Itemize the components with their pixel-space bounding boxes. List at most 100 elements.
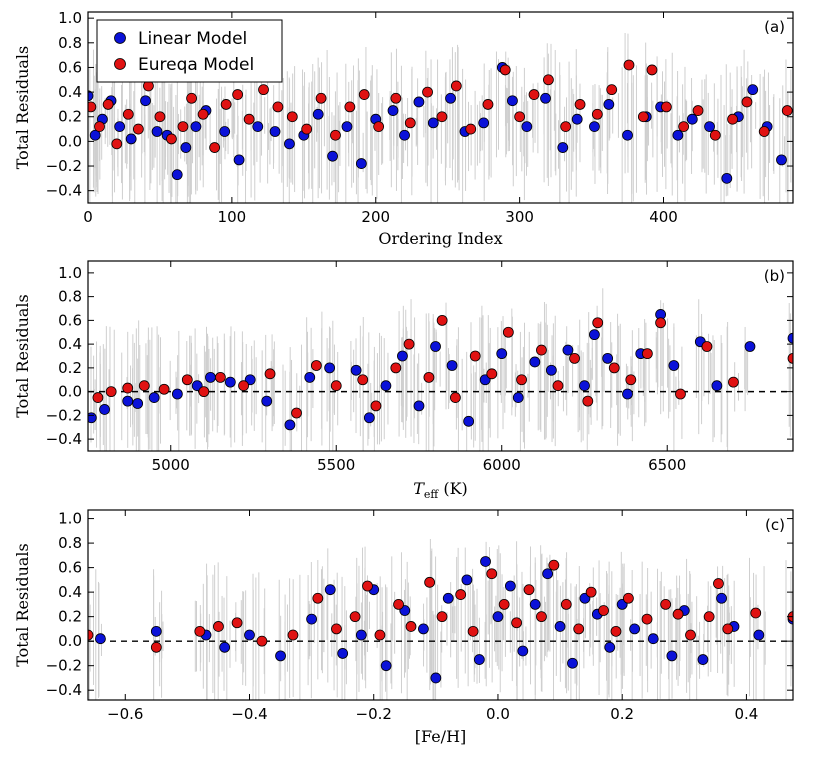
data-point (750, 607, 762, 619)
data-point (557, 142, 569, 153)
data-point (467, 625, 479, 637)
data-point (529, 598, 541, 610)
data-point (646, 64, 658, 76)
data-point (574, 99, 586, 110)
data-point (132, 123, 144, 135)
x-axis-label: Ordering Index (378, 229, 502, 248)
data-point (528, 89, 540, 100)
data-point (150, 641, 162, 653)
data-point (315, 92, 327, 104)
x-tick-label: 6500 (648, 456, 686, 474)
data-point (711, 380, 723, 392)
data-point (463, 415, 475, 427)
data-point (514, 111, 526, 123)
data-point (427, 117, 439, 129)
data-point (403, 338, 415, 350)
data-point (374, 629, 386, 641)
data-point (357, 374, 369, 386)
data-point (625, 374, 637, 386)
data-point (758, 126, 770, 137)
data-point (787, 352, 793, 364)
data-point (198, 386, 210, 398)
data-point (132, 398, 144, 409)
data-point (138, 380, 150, 392)
axes-frame (87, 11, 794, 204)
data-point (709, 129, 721, 141)
data-point (177, 121, 189, 132)
y-tick-label: −0.4 (46, 430, 82, 448)
data-point (536, 611, 547, 623)
data-point (747, 84, 759, 96)
x-axis-label: [Fe/H] (415, 727, 467, 746)
data-point (573, 623, 585, 635)
series-linear-b (88, 309, 793, 431)
data-point (589, 329, 600, 341)
data-point (482, 99, 494, 110)
data-point (209, 142, 221, 153)
y-axis-label: Total Residuals (13, 46, 32, 170)
series-linear-a (88, 62, 787, 184)
data-point (244, 629, 255, 641)
data-point (571, 113, 583, 125)
x-tick-label: 200 (361, 208, 390, 226)
y-tick-label: 0.6 (58, 58, 82, 76)
data-point (393, 598, 404, 610)
data-point (243, 113, 255, 125)
y-tick-label: −0.2 (46, 657, 82, 675)
data-point (579, 380, 590, 392)
data-point (455, 589, 467, 600)
data-point (436, 611, 448, 623)
data-point (88, 101, 97, 113)
data-point (622, 388, 633, 400)
data-point (511, 617, 522, 629)
data-point (324, 584, 336, 596)
data-point (111, 138, 123, 150)
data-point (567, 657, 578, 669)
data-point (536, 344, 547, 356)
plot-area-c (88, 538, 793, 700)
data-point (413, 400, 425, 412)
y-axis-label: Total Residuals (13, 294, 32, 418)
x-tick-label: 5500 (317, 456, 355, 474)
data-point (589, 121, 600, 132)
data-point (552, 380, 564, 392)
data-point (504, 580, 516, 592)
data-point (186, 92, 197, 104)
data-point (284, 138, 295, 150)
data-point (672, 608, 684, 620)
data-point (89, 129, 101, 141)
data-point (99, 404, 110, 415)
data-point (602, 352, 614, 364)
axes-frame (87, 509, 794, 701)
data-point (291, 407, 302, 419)
data-point (686, 113, 698, 125)
data-point (498, 598, 510, 610)
y-tick-label: 0.6 (58, 311, 82, 329)
data-point (592, 317, 604, 329)
data-point (373, 121, 385, 132)
data-point (220, 99, 232, 110)
data-point (445, 92, 456, 104)
legend-label-eureqa: Eureqa Model (138, 55, 254, 75)
y-tick-label: 0.4 (58, 583, 82, 601)
data-point (330, 129, 341, 141)
data-point (446, 360, 458, 371)
axes-frame (87, 260, 794, 452)
data-point (219, 126, 231, 137)
data-point (256, 635, 268, 647)
data-point (499, 64, 511, 76)
data-point (287, 629, 299, 641)
x-tick-label: 0 (83, 208, 93, 226)
data-point (390, 92, 402, 104)
y-tick-label: 0.0 (58, 132, 82, 150)
y-axis-label: Total Residuals (13, 543, 32, 667)
data-point (233, 154, 245, 166)
data-point (716, 592, 727, 604)
data-point (641, 348, 653, 360)
legend-marker-linear (114, 32, 126, 44)
x-tick-label: 0.0 (486, 705, 510, 723)
data-point (554, 621, 566, 632)
data-point (781, 105, 793, 116)
y-tick-label: 0.4 (58, 83, 82, 101)
data-point (95, 633, 106, 645)
